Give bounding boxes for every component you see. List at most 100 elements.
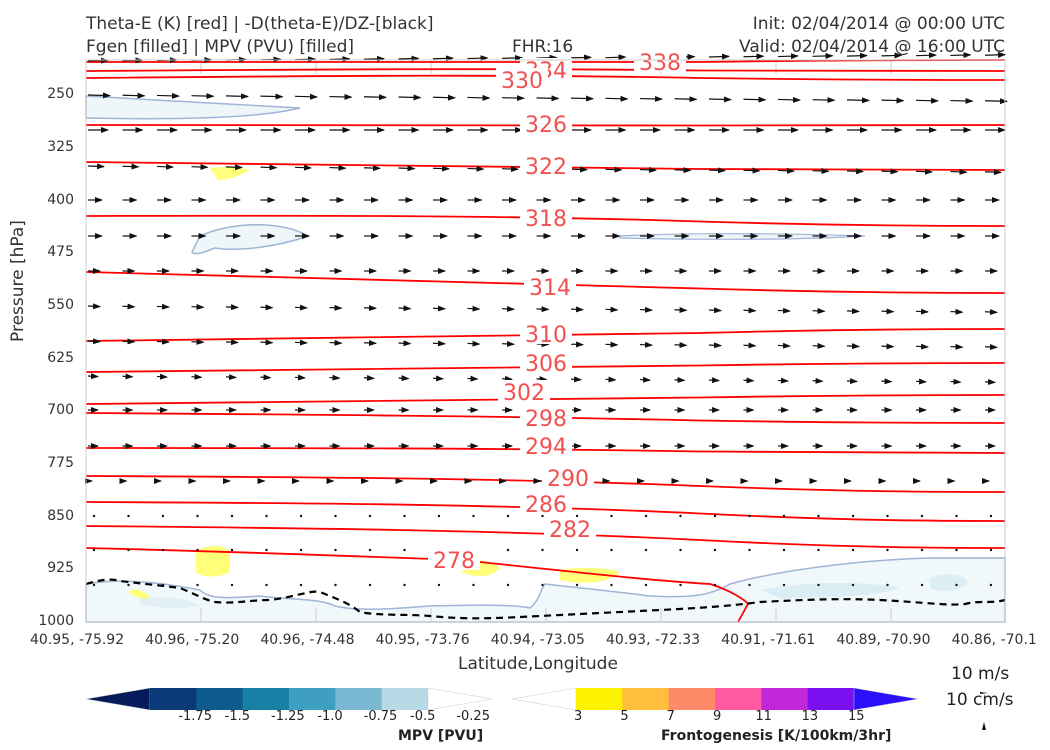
wind-vector <box>437 583 441 587</box>
wind-vector <box>743 53 765 60</box>
colorbar-segment <box>242 688 290 710</box>
wind-vector <box>881 343 895 350</box>
wind-vector <box>92 548 96 552</box>
theta-e-label: 286 <box>525 493 567 518</box>
wind-vector <box>644 583 648 587</box>
wind-vector <box>536 306 550 313</box>
wind-vector <box>196 514 199 518</box>
wind-vector <box>329 339 343 346</box>
wind-vector <box>984 309 998 316</box>
theta-e-line <box>85 525 1006 549</box>
wind-vector <box>501 305 515 312</box>
wind-vector <box>432 55 454 62</box>
y-tick-label: 700 <box>47 402 74 419</box>
wind-vector <box>225 339 239 346</box>
wind-vector <box>363 55 385 62</box>
wind-vector <box>881 378 893 385</box>
theta-e-line <box>85 412 1006 424</box>
fgen-colorbar-tick: 5 <box>620 709 629 724</box>
wind-vector <box>161 583 165 587</box>
wind-vector <box>398 55 420 62</box>
wind-vector <box>432 375 444 382</box>
wind-vector <box>363 305 377 312</box>
wind-vector <box>674 376 686 383</box>
wind-vector <box>122 163 140 170</box>
mpv-colorbar-tick: -1.5 <box>224 709 251 724</box>
y-tick-label: 550 <box>47 296 74 313</box>
theta-e-line <box>85 547 750 623</box>
wind-vector <box>294 374 306 381</box>
wind-vector <box>122 92 146 99</box>
wind-vector <box>432 165 450 172</box>
wind-vector <box>329 304 343 311</box>
wind-vector <box>846 97 870 104</box>
theta-e-label: 326 <box>525 113 567 138</box>
theta-e-label: 302 <box>503 381 545 406</box>
wind-vector <box>87 163 105 170</box>
wind-vector <box>467 340 481 347</box>
wind-vector <box>610 548 613 552</box>
colorbar-segment <box>668 688 716 710</box>
wind-vector <box>679 548 682 552</box>
wind-vector <box>156 373 168 380</box>
wind-vector <box>92 514 96 518</box>
wind-vector <box>605 306 619 313</box>
wind-vector <box>748 583 751 587</box>
theta-e-label: 318 <box>525 207 567 232</box>
wind-vector <box>950 308 964 315</box>
wind-vector <box>403 548 406 552</box>
fgen-colorbar <box>511 687 919 711</box>
wind-vector <box>294 304 308 311</box>
wind-vector <box>846 308 860 315</box>
wind-vector <box>368 514 372 518</box>
theta-e-label: 298 <box>525 407 567 432</box>
wind-vector <box>984 169 1002 176</box>
wind-vector <box>334 514 337 518</box>
theta-e-line <box>85 394 1006 405</box>
mpv-colorbar-tick: -1.25 <box>271 709 305 724</box>
wind-vector <box>984 344 998 351</box>
wind-vector <box>541 583 544 587</box>
y-tick-label: 925 <box>47 560 74 577</box>
wind-vector <box>605 376 617 383</box>
theta-e-line <box>85 123 1006 127</box>
wind-vector <box>329 93 353 100</box>
theta-e-label: 290 <box>547 467 589 492</box>
colorbar-segment <box>622 688 670 710</box>
theta-e-line <box>85 271 1006 294</box>
mpv-colorbar-tick: -1.75 <box>178 709 212 724</box>
theta-e-line <box>85 161 1006 171</box>
x-tick-label: 40.96, -74.48 <box>260 632 355 648</box>
theta-e-label: 278 <box>433 549 475 574</box>
wind-vector <box>575 548 579 552</box>
wind-vector <box>398 340 412 347</box>
colorbar-extend-left <box>511 687 577 711</box>
wind-vector <box>777 377 789 384</box>
wind-vector <box>886 583 889 587</box>
wind-vector <box>920 548 924 552</box>
theta-e-label-bg <box>542 466 594 488</box>
wind-vector <box>639 306 653 313</box>
wind-vector <box>501 340 515 347</box>
wind-vector <box>817 583 820 587</box>
wind-vector <box>777 96 801 103</box>
wind-vector <box>708 377 720 384</box>
y-tick-label: 1000 <box>38 613 74 629</box>
wind-vector <box>782 548 786 552</box>
wind-vector <box>674 307 688 314</box>
wind-vector <box>299 514 303 518</box>
wind-vector <box>196 548 199 552</box>
wind-vector <box>812 342 826 349</box>
wind-vector <box>363 94 387 101</box>
x-tick-label: 40.94, -73.05 <box>490 632 585 648</box>
wind-vector <box>920 583 924 587</box>
wind-vector <box>368 548 372 552</box>
wind-vector <box>812 168 830 175</box>
wind-vector <box>605 341 619 348</box>
wind-vector <box>570 95 594 102</box>
wind-vector <box>265 583 268 587</box>
wind-vector <box>679 583 682 587</box>
theta-e-line <box>85 362 1006 373</box>
colorbar-extend-left <box>85 687 151 711</box>
